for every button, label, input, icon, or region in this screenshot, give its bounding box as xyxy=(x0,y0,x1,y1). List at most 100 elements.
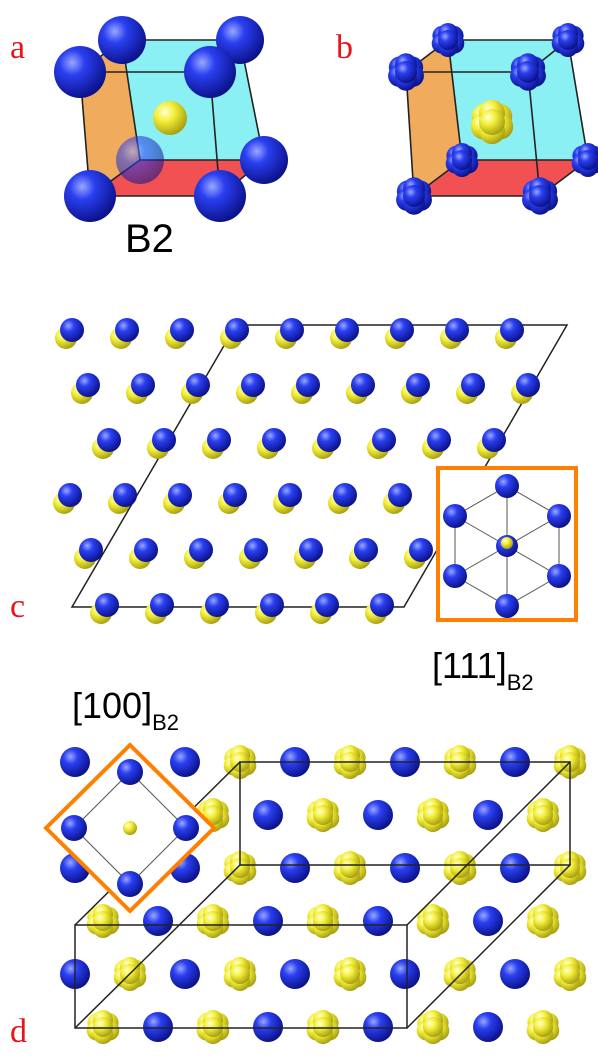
blue-atom xyxy=(403,185,425,207)
inset-100-square xyxy=(61,759,199,897)
yellow-atom xyxy=(533,911,553,931)
blue-atom xyxy=(445,318,469,342)
yellow-atom xyxy=(313,911,333,931)
panel-a-b2-cell xyxy=(54,16,288,222)
blue-atom xyxy=(547,564,571,588)
blue-atom xyxy=(223,483,247,507)
blue-atom xyxy=(452,150,472,170)
yellow-atom xyxy=(313,805,333,825)
yellow-atom xyxy=(560,964,580,984)
blue-atom xyxy=(473,800,503,830)
blue-atom xyxy=(443,504,467,528)
yellow-atom xyxy=(230,858,250,878)
blue-atom xyxy=(98,16,146,64)
blue-atom xyxy=(115,318,139,342)
blue-atom xyxy=(97,428,121,452)
blue-atom xyxy=(438,30,458,50)
panel-c-letter: c xyxy=(10,588,25,625)
blue-atom xyxy=(150,593,174,617)
blue-atom xyxy=(370,593,394,617)
blue-atom xyxy=(168,483,192,507)
blue-atom xyxy=(194,170,246,222)
yellow-atom xyxy=(450,858,470,878)
blue-atom xyxy=(299,538,323,562)
yellow-atom xyxy=(153,101,187,135)
blue-atom xyxy=(495,594,519,618)
blue-atom xyxy=(64,170,116,222)
blue-atom xyxy=(131,373,155,397)
b2-label: B2 xyxy=(125,217,174,261)
blue-atom xyxy=(60,747,90,777)
yellow-atom xyxy=(423,911,443,931)
blue-atom xyxy=(473,1012,503,1042)
blue-atom xyxy=(143,906,173,936)
blue-atom xyxy=(461,373,485,397)
blue-atom xyxy=(443,564,467,588)
yellow-atom xyxy=(123,821,137,835)
blue-atom xyxy=(296,373,320,397)
blue-atom xyxy=(280,318,304,342)
blue-atom xyxy=(58,483,82,507)
yellow-atom xyxy=(340,858,360,878)
blue-atom xyxy=(240,136,288,184)
blue-atom xyxy=(516,373,540,397)
blue-atom xyxy=(500,959,530,989)
blue-atom xyxy=(170,959,200,989)
blue-atom xyxy=(205,593,229,617)
panel-b-letter: b xyxy=(336,29,353,66)
blue-atom xyxy=(186,373,210,397)
yellow-atom xyxy=(203,1017,223,1037)
blue-atom xyxy=(354,538,378,562)
blue-atom xyxy=(170,318,194,342)
blue-atom xyxy=(253,906,283,936)
blue-atom xyxy=(241,373,265,397)
inset-111-hexagon xyxy=(443,474,571,618)
blue-atom xyxy=(482,428,506,452)
blue-atom xyxy=(280,959,310,989)
blue-atom xyxy=(517,61,539,83)
blue-atom xyxy=(117,759,143,785)
blue-atom xyxy=(113,483,137,507)
blue-atom xyxy=(253,1012,283,1042)
blue-atom xyxy=(225,318,249,342)
blue-atom xyxy=(390,318,414,342)
yellow-atom xyxy=(230,964,250,984)
panel-a-letter: a xyxy=(10,29,25,66)
yellow-atom xyxy=(423,1017,443,1037)
blue-atom xyxy=(173,815,199,841)
yellow-atom xyxy=(93,911,113,931)
blue-atom xyxy=(363,800,393,830)
yellow-atom xyxy=(423,805,443,825)
blue-atom xyxy=(189,538,213,562)
blue-atom xyxy=(317,428,341,452)
blue-atom xyxy=(406,373,430,397)
blue-atom xyxy=(388,483,412,507)
blue-atom xyxy=(335,318,359,342)
blue-atom xyxy=(260,593,284,617)
yellow-atom xyxy=(479,109,505,135)
blue-atom xyxy=(280,853,310,883)
supercell-outline xyxy=(70,324,569,608)
blue-atom xyxy=(253,800,283,830)
yellow-atom xyxy=(313,1017,333,1037)
panel-d-letter: d xyxy=(10,1013,27,1050)
yellow-atom xyxy=(340,964,360,984)
blue-atom xyxy=(363,906,393,936)
blue-atom xyxy=(529,185,551,207)
blue-atom xyxy=(244,538,268,562)
blue-atom xyxy=(495,474,519,498)
yellow-atom xyxy=(93,1017,113,1037)
blue-atom xyxy=(473,906,503,936)
blue-atom xyxy=(54,46,106,98)
blue-atom xyxy=(60,318,84,342)
blue-atom xyxy=(152,428,176,452)
yellow-atom xyxy=(501,537,513,549)
blue-atom xyxy=(143,1012,173,1042)
blue-atom xyxy=(363,1012,393,1042)
inset-100-label: [100]B2 xyxy=(72,685,179,735)
blue-atom xyxy=(76,373,100,397)
inset-111-label: [111]B2 xyxy=(432,645,534,695)
yellow-atom xyxy=(560,858,580,878)
blue-atom xyxy=(134,538,158,562)
blue-atom xyxy=(558,30,578,50)
